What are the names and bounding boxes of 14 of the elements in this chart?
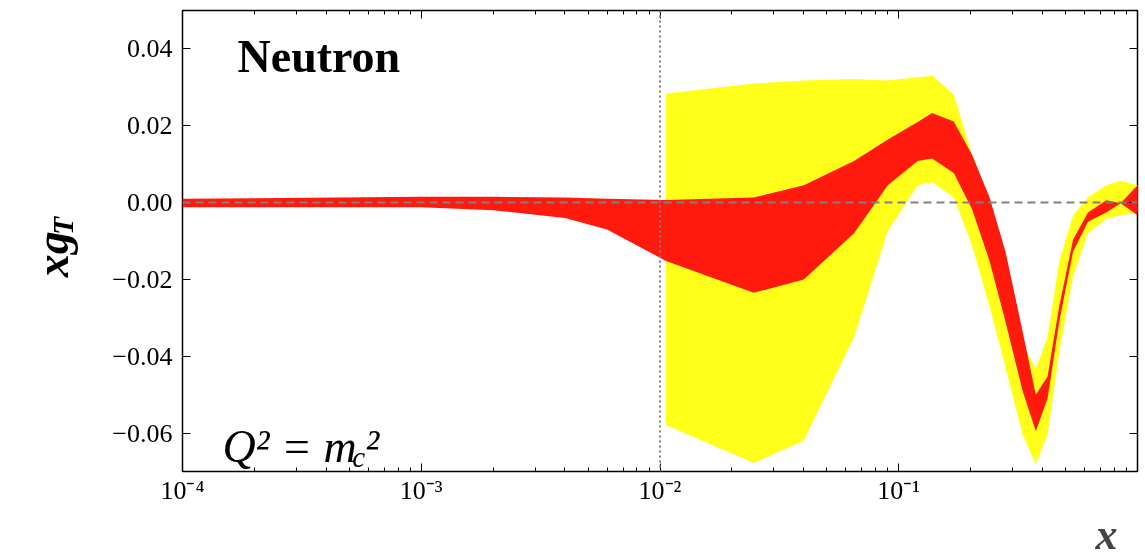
x-tick-label: 10⁻³ [399, 475, 443, 505]
y-tick-label: −0.06 [112, 418, 173, 448]
annotation: Q² = mc² [222, 421, 381, 473]
y-tick-label: −0.04 [112, 341, 173, 371]
y-axis-title: xgT [27, 215, 79, 279]
y-tick-label: 0.04 [127, 34, 173, 64]
y-tick-label: 0.02 [127, 111, 173, 141]
x-tick-label: 10⁻⁴ [160, 475, 205, 505]
x-tick-label: 10⁻¹ [877, 475, 921, 505]
annotation: Neutron [237, 31, 401, 82]
x-axis-title: x [1094, 509, 1118, 558]
x-tick-label: 10⁻² [638, 475, 682, 505]
y-tick-label: 0.00 [127, 188, 173, 218]
y-tick-label: −0.02 [112, 264, 173, 294]
